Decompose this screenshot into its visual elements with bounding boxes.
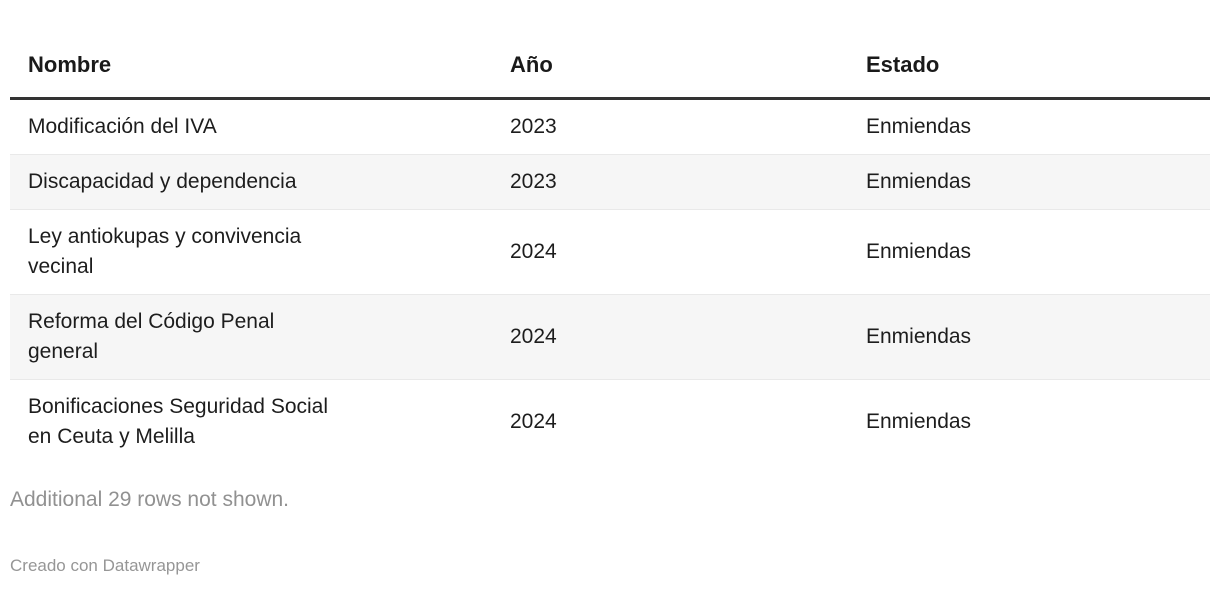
table-row: Ley antiokupas y convivencia vecinal 202… — [10, 209, 1210, 295]
table-header-row: Nombre Año Estado — [10, 30, 1210, 99]
table-row: Modificación del IVA 2023 Enmiendas — [10, 98, 1210, 155]
cell-ano: 2024 — [492, 209, 848, 295]
column-header-estado: Estado — [866, 52, 940, 77]
cell-ano: 2024 — [510, 410, 557, 433]
table-row: Discapacidad y dependencia 2023 Enmienda… — [10, 154, 1210, 210]
data-table: Nombre Año Estado Modificación del IVA 2… — [10, 30, 1210, 464]
table-chart: Nombre Año Estado Modificación del IVA 2… — [10, 30, 1210, 575]
cell-estado: Enmiendas — [848, 98, 1210, 155]
cell-ano: 2023 — [492, 154, 848, 210]
cell-nombre: Ley antiokupas y convivencia vecinal — [10, 209, 492, 295]
column-header-ano: Año — [510, 52, 553, 77]
cell-nombre: Reforma del Código Penal general — [10, 294, 492, 380]
column-header-nombre: Nombre — [28, 52, 112, 77]
cell-estado: Enmiendas — [848, 294, 1210, 380]
cell-nombre: Discapacidad y dependencia — [10, 154, 492, 210]
table-row: Reforma del Código Penal general 2024 En… — [10, 294, 1210, 380]
table-body: Modificación del IVA 2023 Enmiendas Disc… — [10, 98, 1210, 465]
cell-nombre: Bonificaciones Seguridad Social en Ceuta… — [28, 395, 329, 448]
cell-estado: Enmiendas — [848, 209, 1210, 295]
datawrapper-attribution: Creado con Datawrapper — [10, 556, 200, 575]
additional-rows-note: Additional 29 rows not shown. — [10, 488, 289, 511]
cell-ano: 2023 — [492, 98, 848, 155]
cell-nombre: Modificación del IVA — [10, 98, 492, 155]
table-header: Nombre Año Estado — [10, 30, 1210, 99]
cell-estado: Enmiendas — [866, 410, 972, 433]
cell-ano: 2024 — [492, 294, 848, 380]
cell-estado: Enmiendas — [848, 154, 1210, 210]
table-row: Bonificaciones Seguridad Social en Ceuta… — [10, 380, 1210, 465]
